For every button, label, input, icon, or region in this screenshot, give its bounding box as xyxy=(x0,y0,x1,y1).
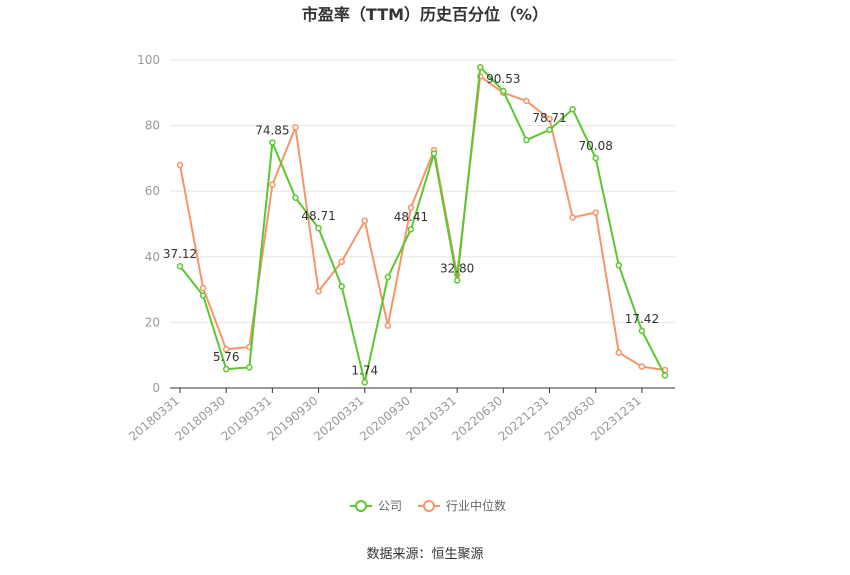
data-point[interactable] xyxy=(269,139,276,146)
data-point[interactable] xyxy=(523,97,530,105)
data-label: 37.12 xyxy=(163,247,197,261)
data-point[interactable] xyxy=(638,327,646,335)
data-label: 5.76 xyxy=(213,350,240,364)
source-text: 数据来源：恒生聚源 xyxy=(366,547,483,562)
data-point[interactable] xyxy=(430,150,438,157)
data-point[interactable] xyxy=(384,273,392,281)
data-point[interactable] xyxy=(176,161,184,169)
data-point[interactable] xyxy=(176,262,184,270)
data-point[interactable] xyxy=(199,284,207,292)
data-point[interactable] xyxy=(361,217,369,224)
data-point[interactable] xyxy=(476,63,484,71)
y-tick-label: 100 xyxy=(137,53,160,67)
data-point[interactable] xyxy=(615,262,623,269)
data-point[interactable] xyxy=(592,209,599,216)
x-tick-label: 20220630 xyxy=(449,394,505,444)
data-point[interactable] xyxy=(500,87,507,95)
series-layer xyxy=(176,63,669,386)
data-point[interactable] xyxy=(338,283,345,290)
x-tick-label: 20200331 xyxy=(311,394,367,444)
data-label: 17.42 xyxy=(625,312,659,326)
data-label: 90.53 xyxy=(486,72,520,86)
data-point[interactable] xyxy=(269,181,276,188)
series-industry-median xyxy=(176,73,669,374)
x-tick-label: 20221231 xyxy=(496,394,552,444)
x-tick-label: 20190930 xyxy=(265,394,321,444)
legend-label: 公司 xyxy=(378,499,402,513)
data-point[interactable] xyxy=(222,365,230,373)
data-point[interactable] xyxy=(615,349,623,356)
series-line xyxy=(179,66,666,384)
data-point[interactable] xyxy=(315,224,322,232)
legend-label: 行业中位数 xyxy=(446,498,506,513)
x-tick-label: 20210331 xyxy=(403,394,459,444)
data-point[interactable] xyxy=(361,379,369,386)
legend[interactable]: 公司 行业中位数 xyxy=(350,498,506,513)
series-company xyxy=(176,63,669,386)
data-point[interactable] xyxy=(292,194,299,202)
x-tick-label: 20200930 xyxy=(357,394,413,444)
data-label: 70.08 xyxy=(579,139,613,153)
data-label: 48.71 xyxy=(301,209,335,223)
y-tick-label: 0 xyxy=(152,381,160,395)
x-tick-label: 20230630 xyxy=(542,394,598,444)
y-tick-label: 20 xyxy=(145,315,160,329)
data-point[interactable] xyxy=(407,225,415,233)
legend-marker xyxy=(423,500,435,512)
data-point[interactable] xyxy=(592,154,599,162)
data-point[interactable] xyxy=(246,364,253,371)
legend-item-company[interactable]: 公司 xyxy=(350,499,402,513)
data-point[interactable] xyxy=(315,287,322,295)
data-point[interactable] xyxy=(407,204,415,211)
data-label: 74.85 xyxy=(255,123,289,137)
y-tick-label: 80 xyxy=(145,119,160,133)
y-tick-label: 60 xyxy=(145,184,160,198)
data-point[interactable] xyxy=(546,126,553,134)
data-label: 32.80 xyxy=(440,261,474,275)
legend-item-industry-median[interactable]: 行业中位数 xyxy=(418,498,506,513)
data-point[interactable] xyxy=(661,372,669,379)
x-tick-label: 20180331 xyxy=(126,394,182,444)
data-point[interactable] xyxy=(638,363,646,370)
x-tick-label: 20190331 xyxy=(219,394,275,444)
data-label: 48.41 xyxy=(394,210,428,224)
data-point[interactable] xyxy=(523,136,530,144)
chart-title: 市盈率（TTM）历史百分位（%） xyxy=(302,5,548,24)
data-point[interactable] xyxy=(453,277,461,284)
series-line xyxy=(179,75,666,371)
data-point[interactable] xyxy=(292,123,299,131)
data-point[interactable] xyxy=(546,115,553,123)
data-label: 1.74 xyxy=(351,363,378,377)
axes: 0 20 40 60 80 100 2018033120180930201903312019… xyxy=(126,53,675,444)
data-point[interactable] xyxy=(569,214,576,221)
data-point[interactable] xyxy=(199,292,207,299)
y-tick-label: 40 xyxy=(145,250,160,264)
x-tick-label: 20180930 xyxy=(172,394,228,444)
data-label: 78.71 xyxy=(532,111,566,125)
data-labels: 37.12 5.76 74.85 48.71 1.74 48.41 32.80 90.53 78… xyxy=(163,72,659,377)
data-point[interactable] xyxy=(338,258,345,265)
data-point[interactable] xyxy=(569,105,576,113)
legend-marker xyxy=(355,500,367,512)
x-tick-label: 20231231 xyxy=(588,394,644,444)
data-point[interactable] xyxy=(222,346,230,353)
data-point[interactable] xyxy=(384,322,392,329)
